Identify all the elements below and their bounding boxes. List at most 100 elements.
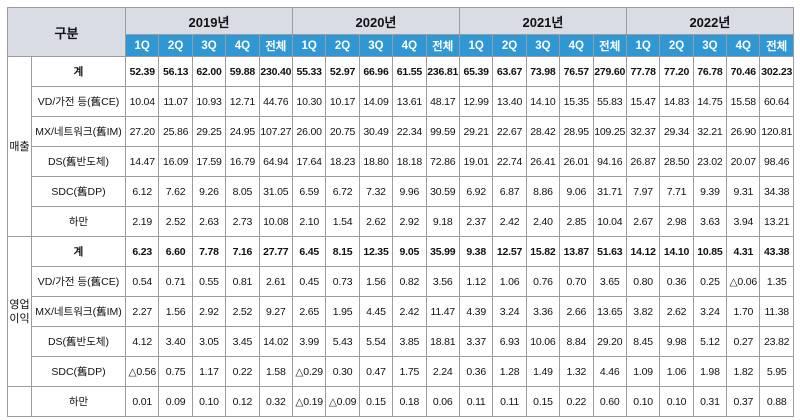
value-cell: 1.98	[692, 356, 728, 387]
value-cell: 3.94	[726, 206, 761, 237]
value-cell: 9.26	[191, 176, 227, 207]
value-cell: 48.17	[425, 86, 460, 117]
table-row: SDC(舊DP) 6.12 7.62 9.26 8.05 31.05 6.59 6.72 7.3…	[8, 176, 794, 207]
value-cell: 0.22	[225, 356, 260, 387]
table-row: 하만 0.01 0.09 0.10 0.12 0.32 △0.19 △0.09 0.15 0.18…	[7, 386, 794, 417]
value-cell: 0.81	[225, 266, 260, 297]
value-cell: △0.09	[325, 386, 360, 417]
quarter-header: 전체	[759, 34, 794, 57]
value-cell: 0.32	[258, 386, 293, 417]
quarter-header: 2Q	[659, 34, 694, 57]
value-cell: 10.85	[692, 236, 728, 267]
value-cell: 14.47	[125, 146, 160, 177]
value-cell: 29.25	[191, 116, 227, 147]
value-cell: 24.95	[225, 116, 260, 147]
table-row: DS(舊반도체) 14.47 16.09 17.59 16.79 64.94 17.64 18…	[8, 146, 794, 177]
value-cell: 1.54	[325, 206, 360, 237]
value-cell: 0.47	[358, 356, 394, 387]
group-label: 매출	[7, 56, 32, 237]
value-cell: 44.76	[258, 86, 293, 117]
value-cell: 60.64	[759, 86, 794, 117]
value-cell: 7.62	[158, 176, 193, 207]
value-cell: 32.37	[625, 116, 661, 147]
value-cell: 1.06	[659, 356, 694, 387]
value-cell: 8.86	[525, 176, 561, 207]
value-cell: 11.47	[425, 296, 460, 327]
value-cell: 9.31	[726, 176, 761, 207]
value-cell: 9.05	[392, 236, 427, 267]
value-cell: 55.33	[291, 56, 327, 87]
value-cell: 6.59	[291, 176, 327, 207]
quarter-header: 전체	[258, 34, 293, 57]
row-label: SDC(舊DP)	[30, 176, 127, 207]
financial-table-container: 구분 2019년 2020년 2021년 2022년 1Q 2Q 3Q 4Q 전체 1Q 2…	[6, 7, 794, 417]
value-cell: 99.59	[425, 116, 460, 147]
value-cell: 6.23	[125, 236, 160, 267]
table-row: 하만 2.19 2.52 2.63 2.73 10.08 2.10 1.54 2.62 2.92 9…	[8, 206, 794, 237]
value-cell: 12.99	[458, 86, 494, 117]
table-row: VD/가전 등(舊CE) 10.04 11.07 10.93 12.71 44.76 10.…	[8, 86, 794, 117]
value-cell: 29.21	[458, 116, 494, 147]
value-cell: 0.88	[759, 386, 794, 417]
value-cell: 72.86	[425, 146, 460, 177]
value-cell: 8.45	[625, 326, 661, 357]
group-label: 영업 이익	[7, 236, 32, 387]
value-cell: 28.95	[559, 116, 594, 147]
value-cell: 3.63	[692, 206, 728, 237]
value-cell: 9.39	[692, 176, 728, 207]
value-cell: 66.96	[358, 56, 394, 87]
value-cell: 2.42	[392, 296, 427, 327]
value-cell: 5.95	[759, 356, 794, 387]
value-cell: 43.38	[759, 236, 794, 267]
value-cell: 23.02	[692, 146, 728, 177]
value-cell: 3.82	[625, 296, 661, 327]
value-cell: 26.01	[559, 146, 594, 177]
value-cell: 2.92	[392, 206, 427, 237]
row-label: DS(舊반도체)	[30, 146, 127, 177]
value-cell: 2.61	[258, 266, 293, 297]
value-cell: 26.87	[625, 146, 661, 177]
value-cell: 0.11	[492, 386, 527, 417]
value-cell: 63.67	[492, 56, 527, 87]
financial-table: 구분 2019년 2020년 2021년 2022년 1Q 2Q 3Q 4Q 전체 1Q 2…	[6, 7, 794, 417]
value-cell: 14.09	[358, 86, 394, 117]
value-cell: 15.58	[726, 86, 761, 117]
value-cell: 5.54	[358, 326, 394, 357]
value-cell: 0.60	[592, 386, 627, 417]
value-cell: 10.04	[592, 206, 627, 237]
value-cell: 0.01	[125, 386, 160, 417]
value-cell: 61.55	[392, 56, 427, 87]
value-cell: 1.49	[525, 356, 561, 387]
value-cell: 0.09	[158, 386, 193, 417]
value-cell: 0.25	[692, 266, 728, 297]
year-header-2020: 2020년	[291, 7, 460, 35]
table-row: DS(舊반도체) 4.12 3.40 3.05 3.45 14.02 3.99 5.43 5.5…	[8, 326, 794, 357]
value-cell: 55.83	[592, 86, 627, 117]
value-cell: 4.45	[358, 296, 394, 327]
table-body: 매출 계 52.39 56.13 62.00 59.88 230.40 55.33 52.97 6…	[7, 56, 794, 417]
value-cell: 15.47	[625, 86, 661, 117]
value-cell: 10.93	[191, 86, 227, 117]
row-label: 하만	[30, 386, 127, 417]
value-cell: 9.06	[559, 176, 594, 207]
value-cell: 0.76	[525, 266, 561, 297]
quarter-header: 전체	[425, 34, 460, 57]
value-cell: 14.02	[258, 326, 293, 357]
quarter-header: 4Q	[225, 34, 260, 57]
value-cell: 1.58	[258, 356, 293, 387]
value-cell: 6.92	[458, 176, 494, 207]
value-cell: 279.60	[592, 56, 627, 87]
value-cell: 26.00	[291, 116, 327, 147]
group-label	[7, 386, 32, 417]
value-cell: 6.87	[492, 176, 527, 207]
value-cell: 19.01	[458, 146, 494, 177]
value-cell: 0.36	[458, 356, 494, 387]
value-cell: 14.75	[692, 86, 728, 117]
value-cell: 12.35	[358, 236, 394, 267]
value-cell: 2.10	[291, 206, 327, 237]
value-cell: 9.96	[392, 176, 427, 207]
value-cell: 98.46	[759, 146, 794, 177]
value-cell: 0.54	[125, 266, 160, 297]
value-cell: 29.34	[659, 116, 694, 147]
value-cell: 0.11	[458, 386, 494, 417]
